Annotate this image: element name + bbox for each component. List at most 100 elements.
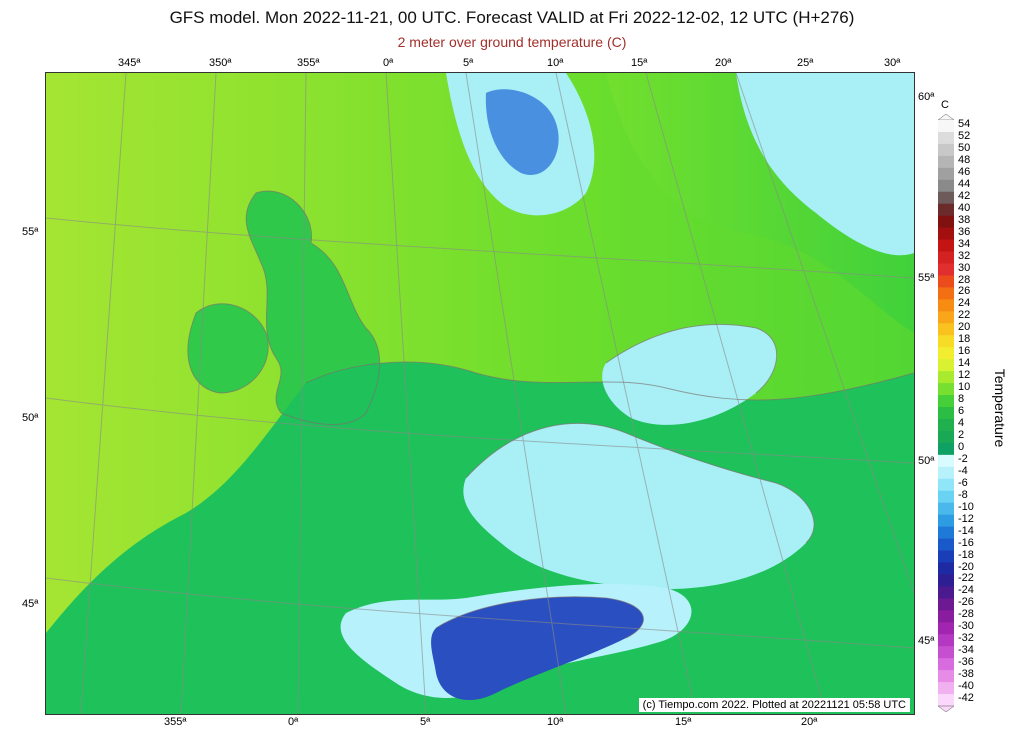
meridian-10 [385, 73, 427, 714]
bottom-lon-label-3: 10ª [547, 716, 564, 728]
right-lat-label-1: 55ª [918, 272, 935, 284]
colorbar-label-10: 10 [958, 381, 971, 394]
colorbar-swatch--12 [938, 514, 954, 528]
colorbar-swatch-44 [938, 179, 954, 193]
alps[interactable] [431, 596, 644, 701]
colorbar-swatch--38 [938, 670, 954, 683]
colorbar-swatch-4 [938, 418, 954, 432]
colorbar-label--16: -16 [958, 536, 974, 549]
colorbar-swatch-10 [938, 383, 954, 396]
colorbar-swatch-40 [938, 203, 954, 217]
colorbar-label--26: -26 [958, 596, 974, 609]
colorbar-label--30: -30 [958, 620, 974, 633]
meridian-0 [180, 73, 217, 714]
right-lat-label-3: 45ª [918, 635, 935, 647]
top-lon-label-7: 20ª [715, 57, 732, 69]
colorbar-label--34: -34 [958, 644, 974, 657]
left-lat-label-1: 50ª [22, 412, 39, 424]
temperature-colorbar [938, 114, 954, 712]
colorbar-swatch--22 [938, 574, 954, 587]
colorbar-swatch-48 [938, 155, 954, 169]
colorbar-label--32: -32 [958, 632, 974, 645]
colorbar-swatch--24 [938, 586, 954, 599]
colorbar-label-0: 0 [958, 440, 965, 453]
top-lon-label-8: 25ª [797, 57, 814, 69]
colorbar-swatch-2 [938, 430, 954, 444]
colorbar-label--42: -42 [958, 692, 974, 704]
top-lon-label-3: 0ª [383, 57, 394, 69]
meridian-5 [297, 73, 307, 714]
colorbar-label--14: -14 [958, 524, 974, 537]
colorbar-label--20: -20 [958, 560, 974, 573]
european-mainland[interactable] [46, 362, 914, 714]
colorbar-label--2: -2 [958, 452, 968, 465]
map-title: GFS model. Mon 2022-11-21, 00 UTC. Forec… [169, 8, 855, 27]
colorbar-label-52: 52 [958, 130, 971, 142]
colorbar-label-20: 20 [958, 321, 971, 334]
colorbar-swatch--10 [938, 502, 954, 516]
meridian-15 [465, 73, 567, 714]
right-lat-label-0: 60ª [918, 91, 935, 103]
colorbar-label--22: -22 [958, 572, 974, 585]
colorbar-label--24: -24 [958, 584, 974, 597]
bottom-lon-label-4: 15ª [675, 716, 692, 728]
colorbar-label-14: 14 [958, 357, 971, 370]
bottom-lon-label-5: 20ª [801, 716, 818, 728]
colorbar-swatch--42 [938, 694, 954, 707]
bottom-lon-label-2: 5ª [420, 716, 431, 728]
colorbar-label-6: 6 [958, 405, 965, 417]
colorbar-label--4: -4 [958, 464, 968, 477]
colorbar-swatch--36 [938, 658, 954, 671]
top-lon-label-9: 30ª [884, 57, 901, 69]
parallel-45 [46, 577, 914, 649]
left-lat-label-2: 45ª [22, 598, 39, 610]
top-lon-label-1: 350ª [209, 57, 232, 69]
norway-mountains [485, 89, 559, 175]
colorbar-label-16: 16 [958, 345, 971, 358]
colorbar-label--18: -18 [958, 548, 974, 561]
colorbar-swatch-14 [938, 359, 954, 372]
colorbar-swatch-38 [938, 215, 954, 229]
colorbar-swatch--16 [938, 538, 954, 551]
colorbar-label-24: 24 [958, 297, 971, 310]
colorbar-label--36: -36 [958, 656, 974, 669]
map-subtitle: 2 meter over ground temperature (C) [397, 34, 627, 50]
scandinavia-north[interactable] [736, 73, 914, 256]
top-lon-label-5: 10ª [547, 57, 564, 69]
top-lon-label-2: 355ª [297, 57, 320, 69]
colorbar-swatch-16 [938, 347, 954, 360]
colorbar-top-cap [938, 114, 954, 121]
colorbar-label-38: 38 [958, 213, 971, 226]
colorbar-swatch-52 [938, 131, 954, 145]
colorbar-swatch--8 [938, 490, 954, 504]
colorbar-label--8: -8 [958, 488, 968, 501]
meridian-355 [80, 73, 127, 714]
colorbar-label-36: 36 [958, 225, 971, 238]
colorbar-swatch-34 [938, 239, 954, 252]
colorbar-label-48: 48 [958, 153, 971, 166]
colorbar-swatch--28 [938, 610, 954, 623]
colorbar-label--28: -28 [958, 608, 974, 621]
colorbar-label-22: 22 [958, 309, 971, 322]
colorbar-swatch-54 [938, 120, 954, 133]
colorbar-swatch-30 [938, 263, 954, 276]
colorbar-label-18: 18 [958, 333, 971, 346]
colorbar-label-4: 4 [958, 417, 965, 429]
bottom-lon-label-0: 355ª [164, 716, 187, 728]
colorbar-swatch--2 [938, 454, 954, 468]
graticule [46, 73, 914, 714]
colorbar-label--40: -40 [958, 680, 974, 693]
colorbar-label-42: 42 [958, 189, 971, 202]
colorbar-label-50: 50 [958, 141, 971, 154]
colorbar-label-28: 28 [958, 273, 971, 286]
forecast-map[interactable]: (c) Tiempo.com 2022. Plotted at 20221121… [45, 72, 915, 715]
coastlines-and-borders [187, 190, 914, 639]
ireland[interactable] [187, 303, 269, 393]
colorbar-swatch-46 [938, 167, 954, 181]
colorbar-label-46: 46 [958, 165, 971, 178]
bottom-lon-label-1: 0ª [288, 716, 299, 728]
colorbar-swatch-12 [938, 371, 954, 384]
colorbar-swatch-24 [938, 299, 954, 312]
great-britain[interactable] [246, 191, 380, 425]
colorbar-swatch-22 [938, 311, 954, 324]
